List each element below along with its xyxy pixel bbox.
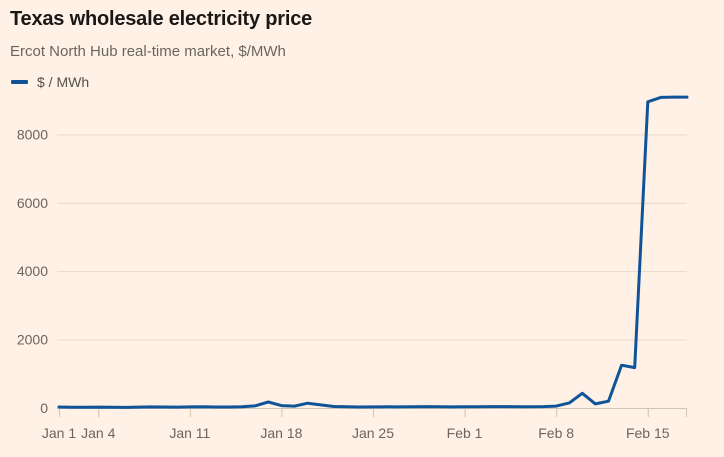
chart-subtitle: Ercot North Hub real-time market, $/MWh <box>10 43 286 60</box>
legend: $ / MWh <box>11 73 90 90</box>
legend-line-swatch-icon <box>11 79 28 84</box>
y-tick-label-8000: 8000 <box>17 126 48 142</box>
y-tick-label-0: 0 <box>40 400 48 416</box>
x-tick-label-feb-1: Feb 1 <box>447 425 483 441</box>
x-tick-label-jan-18: Jan 18 <box>260 425 302 441</box>
x-tick-label-feb-8: Feb 8 <box>538 425 574 441</box>
x-tick-label-jan-11: Jan 11 <box>169 425 210 441</box>
x-tick-label-jan-25: Jan 25 <box>352 425 394 441</box>
chart-header: Texas wholesale electricity price Ercot … <box>10 8 312 60</box>
y-tick-label-6000: 6000 <box>17 195 48 211</box>
x-tick-label-feb-15: Feb 15 <box>626 425 670 441</box>
page-title: Texas wholesale electricity price <box>10 8 313 30</box>
y-tick-label-2000: 2000 <box>17 332 48 348</box>
legend-label: $ / MWh <box>37 73 90 90</box>
x-tick-label-jan-1: Jan 1 <box>42 425 76 441</box>
y-tick-label-4000: 4000 <box>17 263 48 279</box>
x-tick-label-jan-4: Jan 4 <box>81 425 115 441</box>
price-line-series-0 <box>57 95 689 409</box>
